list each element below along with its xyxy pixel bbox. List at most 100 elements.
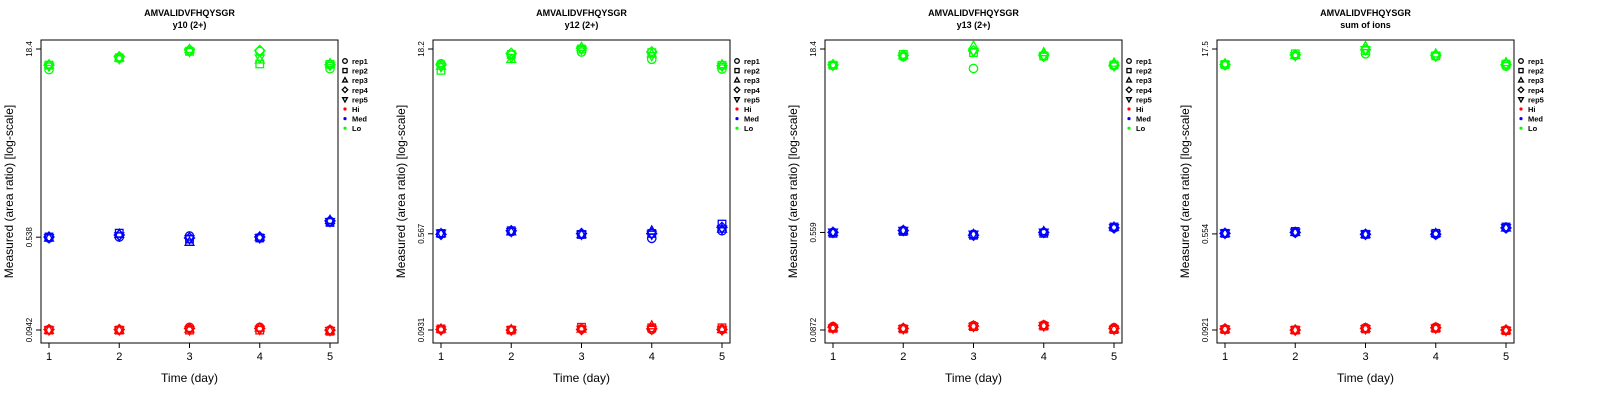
data-point <box>113 232 125 243</box>
data-point <box>43 323 55 334</box>
data-point <box>324 214 336 224</box>
data-point <box>575 230 588 241</box>
legend-color-dot <box>1127 117 1131 121</box>
y-axis-label: Measured (area ratio) [log-scale] <box>394 105 408 278</box>
data-point <box>827 226 839 237</box>
panel-title: AMVALIDVFHQYSGR <box>928 8 1019 18</box>
legend-marker <box>1125 97 1133 104</box>
data-point <box>646 54 657 65</box>
data-point <box>1430 321 1442 332</box>
data-point <box>436 65 446 75</box>
legend-label: Med <box>1136 115 1151 124</box>
legend-label: rep4 <box>1528 86 1545 95</box>
x-tick-label: 3 <box>578 351 584 363</box>
data-point <box>1219 57 1231 68</box>
x-tick-label: 2 <box>900 351 906 363</box>
data-point <box>324 326 336 337</box>
legend-marker <box>734 58 740 64</box>
x-tick-label: 2 <box>1292 351 1298 363</box>
data-point <box>1219 322 1231 333</box>
legend-label: Hi <box>1136 105 1144 114</box>
data-point <box>1289 52 1301 63</box>
legend-marker <box>1518 58 1524 64</box>
panel-subtitle: y12 (2+) <box>565 20 599 30</box>
legend-label: Hi <box>352 105 360 114</box>
panel-subtitle: y13 (2+) <box>957 20 991 30</box>
data-point <box>505 53 517 64</box>
x-tick-label: 4 <box>1041 351 1047 363</box>
legend-label: Lo <box>1528 124 1538 133</box>
y-tick-label: 0.0872 <box>809 317 818 342</box>
legend-label: rep2 <box>352 67 368 76</box>
data-point <box>897 52 909 63</box>
data-point <box>1430 324 1442 335</box>
data-point <box>113 55 125 66</box>
legend-marker <box>1517 86 1525 94</box>
y-axis-label: Measured (area ratio) [log-scale] <box>1178 105 1192 278</box>
x-tick-label: 1 <box>830 351 836 363</box>
y-tick-label: 0.0931 <box>417 317 426 342</box>
x-tick-label: 1 <box>46 351 52 363</box>
legend-marker <box>733 86 741 94</box>
data-point <box>254 230 266 241</box>
data-point <box>505 323 517 334</box>
data-point <box>1038 52 1050 63</box>
data-point <box>1219 325 1231 336</box>
data-point <box>1289 228 1301 239</box>
data-point <box>254 54 266 65</box>
data-point <box>1108 62 1120 73</box>
data-point <box>1500 221 1512 232</box>
data-point <box>897 226 909 237</box>
y-tick-label: 0.538 <box>25 227 34 248</box>
y-tick-label: 17.5 <box>1201 41 1210 57</box>
x-tick-label: 4 <box>649 351 655 363</box>
data-point <box>1430 230 1442 241</box>
data-point <box>1359 325 1372 336</box>
y-axis-label: Measured (area ratio) [log-scale] <box>786 105 800 278</box>
plot-frame <box>40 39 339 344</box>
data-point <box>575 322 588 333</box>
legend-marker <box>342 67 348 74</box>
x-tick-label: 5 <box>719 351 725 363</box>
data-point <box>324 324 336 335</box>
legend-label: Lo <box>1136 124 1146 133</box>
data-point <box>968 63 979 74</box>
panel-title: AMVALIDVFHQYSGR <box>144 8 235 18</box>
y-tick-label: 0.567 <box>417 223 426 244</box>
data-point <box>254 234 266 245</box>
panel-title: AMVALIDVFHQYSGR <box>1320 8 1411 18</box>
x-tick-label: 1 <box>1222 351 1228 363</box>
data-point <box>1500 61 1512 72</box>
legend-marker <box>733 97 741 104</box>
data-point <box>716 62 728 73</box>
data-point <box>1289 326 1301 337</box>
legend-label: rep5 <box>1136 95 1152 104</box>
data-point <box>1219 61 1231 72</box>
data-point <box>1289 323 1301 334</box>
panel-4: AMVALIDVFHQYSGR sum of ions 1 2 3 4 5 Time (day… <box>1178 8 1545 385</box>
x-tick-label: 5 <box>1503 351 1509 363</box>
data-point <box>43 62 55 73</box>
data-point <box>43 326 55 337</box>
data-point <box>646 319 658 330</box>
x-tick-label: 3 <box>186 351 192 363</box>
data-point <box>716 326 728 337</box>
y-tick-label: 0.0921 <box>1201 317 1210 342</box>
legend-color-dot <box>735 117 739 121</box>
legend-color-dot <box>1127 107 1131 111</box>
data-point <box>646 325 658 336</box>
data-point <box>827 61 839 72</box>
y-axis-label: Measured (area ratio) [log-scale] <box>2 105 16 278</box>
legend-marker <box>1125 76 1133 83</box>
legend-color-dot <box>735 107 739 111</box>
panel-2: AMVALIDVFHQYSGR y12 (2+) 1 2 3 4 5 Time (day) 0.… <box>394 8 761 385</box>
panel-3: AMVALIDVFHQYSGR y13 (2+) 1 2 3 4 5 Time (day) 0.… <box>786 8 1153 385</box>
data-point <box>897 224 909 235</box>
data-point <box>575 228 588 239</box>
x-axis-label: Time (day) <box>161 371 218 385</box>
data-point <box>1038 228 1050 239</box>
data-point <box>43 234 55 245</box>
legend-marker <box>341 76 349 83</box>
legend-label: Med <box>1528 115 1543 124</box>
